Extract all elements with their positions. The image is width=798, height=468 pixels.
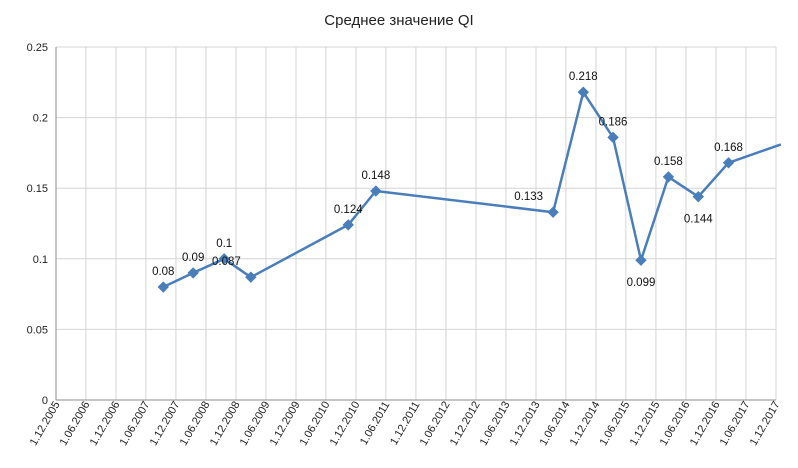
y-tick-label: 0.05 [27, 324, 48, 336]
chart-title: Среднее значение QI [324, 12, 474, 29]
x-tick-label: 1.06.2016 [658, 400, 693, 448]
x-tick-label: 1.06.2015 [598, 400, 633, 448]
data-label: 0.09 [182, 252, 204, 264]
data-label: 0.099 [627, 277, 656, 289]
data-point-marker [187, 267, 199, 279]
data-point-marker [635, 254, 647, 266]
y-tick-label: 0.2 [33, 113, 48, 125]
x-tick-label: 1.12.2011 [388, 400, 422, 448]
data-label: 0.158 [654, 156, 683, 168]
x-tick-label: 1.06.2010 [298, 400, 333, 448]
data-point-marker [157, 281, 169, 293]
data-label: 0.186 [599, 116, 628, 128]
series-line [162, 90, 782, 289]
x-tick-label: 1.12.2017 [748, 400, 783, 448]
data-point-marker [662, 171, 675, 183]
data-point-marker [218, 253, 230, 265]
data-point-marker [370, 185, 382, 197]
x-tick-label: 1.06.2008 [178, 400, 213, 448]
y-tick-label: 0.1 [33, 254, 48, 266]
data-label: 0.148 [361, 170, 390, 182]
data-label: 0.124 [334, 204, 363, 216]
data-point-marker [692, 190, 705, 203]
x-tick-label: 1.12.2007 [148, 400, 183, 448]
x-tick-label: 1.06.2011 [358, 400, 392, 448]
data-point-marker [342, 219, 354, 231]
data-label: 0.144 [684, 214, 713, 226]
data-point-marker [607, 131, 619, 144]
x-tick-labels: 1.12.20051.06.20061.12.20061.06.20071.12… [28, 399, 783, 447]
data-point-marker [245, 271, 257, 283]
x-tick-label: 1.06.2007 [118, 400, 153, 448]
data-label: 0.087 [212, 256, 241, 268]
x-tick-label: 1.06.2009 [238, 400, 273, 448]
data-label: 0.218 [569, 71, 598, 83]
data-point-marker [577, 86, 590, 98]
gridlines [55, 46, 777, 401]
data-point-marker [722, 157, 735, 169]
x-tick-label: 1.06.2017 [718, 400, 753, 448]
x-tick-label: 1.06.2013 [478, 399, 513, 447]
series-markers [157, 86, 735, 293]
y-tick-label: 0 [42, 395, 48, 407]
x-tick-label: 1.06.2012 [418, 400, 453, 448]
x-tick-label: 1.06.2014 [538, 400, 573, 448]
x-tick-label: 1.12.2015 [628, 400, 663, 448]
data-label: 0.1 [216, 238, 232, 250]
data-labels: 0.08 0.09 0.1 0.087 0.124 0.148 0.133 0.218 0.18… [152, 71, 743, 289]
y-tick-labels: 0 0.05 0.1 0.15 0.2 0.25 [27, 42, 48, 407]
data-label: 0.168 [714, 142, 743, 154]
x-tick-label: 1.06.2006 [58, 400, 93, 448]
y-tick-label: 0.25 [27, 42, 48, 54]
y-tick-label: 0.15 [27, 183, 48, 195]
data-label: 0.08 [152, 266, 174, 278]
data-label: 0.133 [514, 191, 543, 203]
data-point-marker [547, 206, 559, 218]
